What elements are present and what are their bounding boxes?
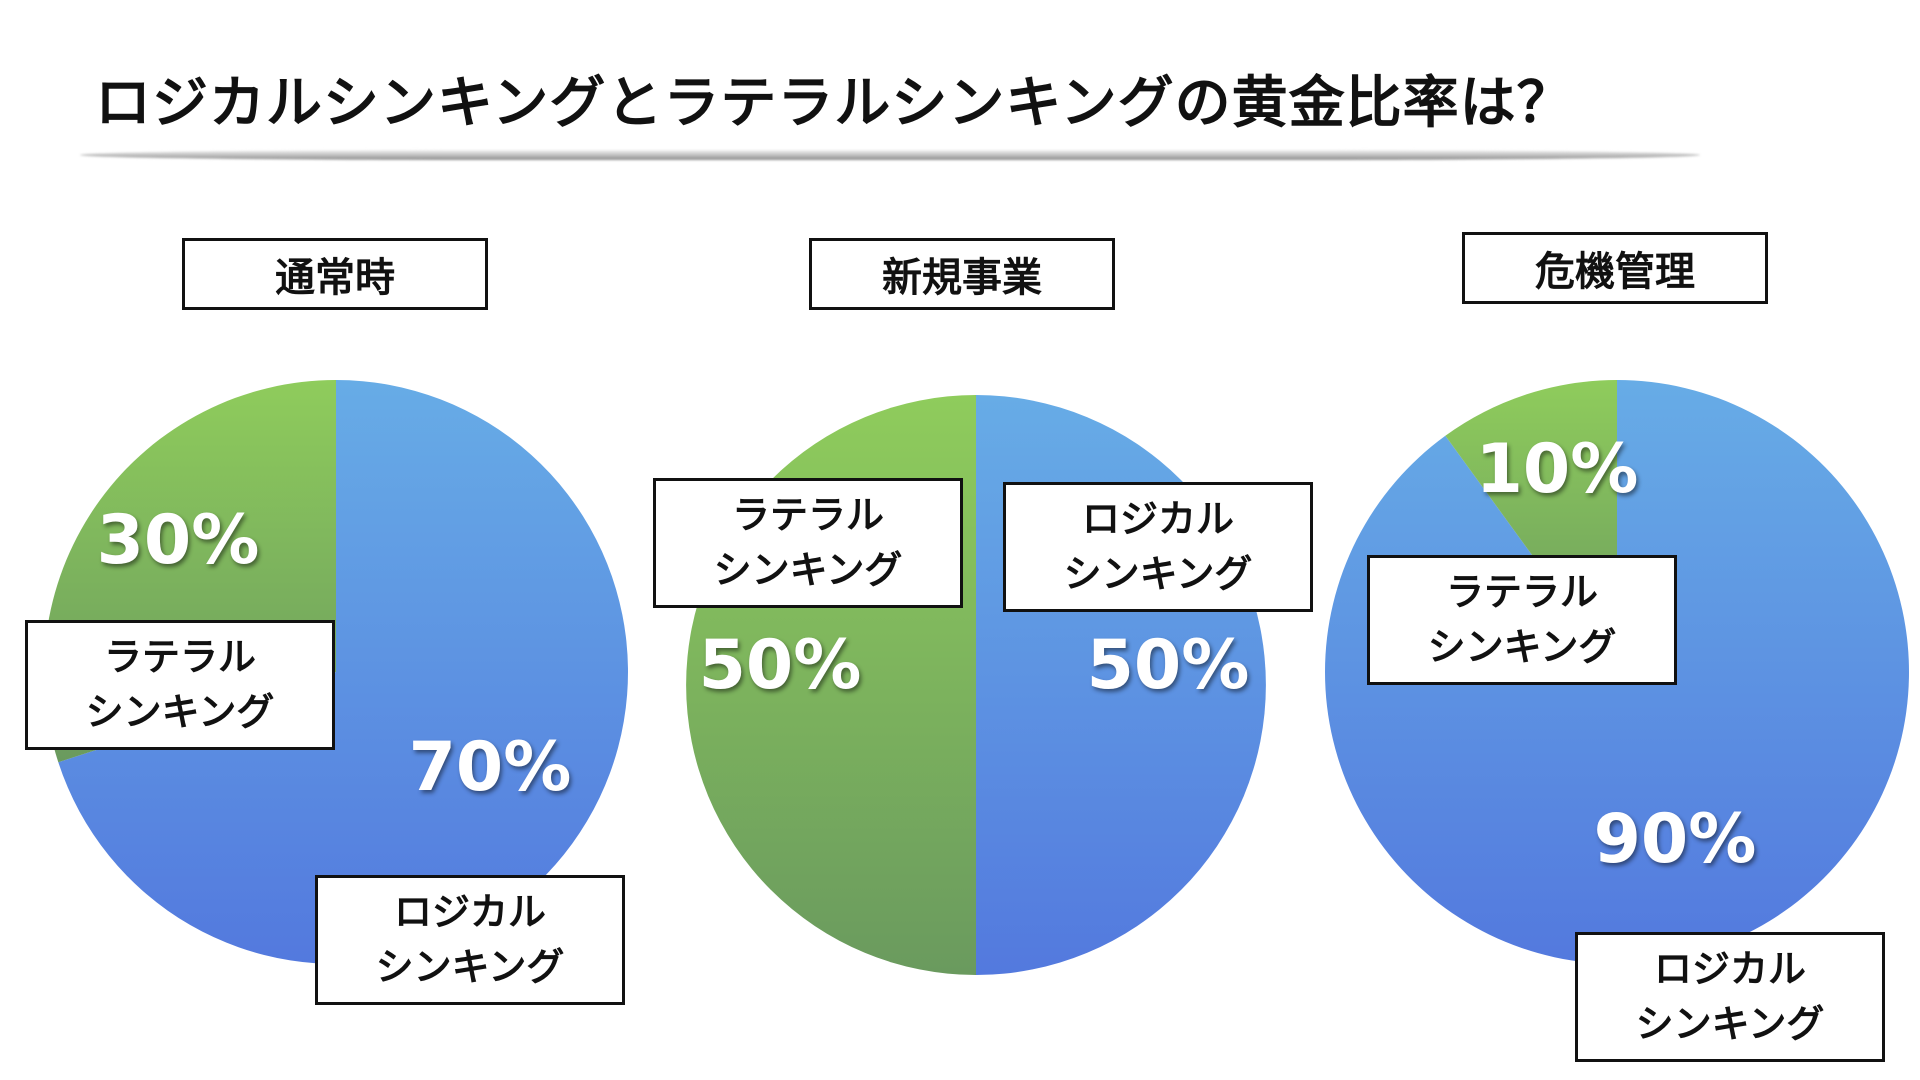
label-logical-line2: シンキング [1635, 1002, 1825, 1046]
label-lateral-line1: ラテラル [731, 492, 884, 537]
pie-slice-logical [58, 380, 629, 964]
label-logical-line1: ロジカル [393, 889, 546, 934]
label-box-lateral-normal: ラテラル シンキング [25, 620, 335, 750]
scenario-title-normal: 通常時 [275, 255, 395, 301]
label-lateral-line2: シンキング [85, 690, 275, 734]
scenario-title-new-business: 新規事業 [882, 255, 1042, 301]
label-lateral-line2: シンキング [713, 548, 903, 592]
label-box-logical-new-business: ロジカル シンキング [1003, 482, 1313, 612]
label-box-logical-normal: ロジカル シンキング [315, 875, 625, 1005]
scenario-title-crisis: 危機管理 [1535, 249, 1695, 295]
label-lateral-line1: ラテラル [1445, 569, 1598, 614]
label-lateral-line1: ラテラル [103, 634, 256, 679]
scenario-box-normal: 通常時 [182, 238, 488, 310]
label-box-lateral-crisis: ラテラル シンキング [1367, 555, 1677, 685]
data-label-logical: 50% [1087, 626, 1250, 705]
scenario-box-new-business: 新規事業 [809, 238, 1115, 310]
scenario-box-crisis: 危機管理 [1462, 232, 1768, 304]
label-box-lateral-new-business: ラテラル シンキング [653, 478, 963, 608]
data-label-logical: 70% [409, 728, 572, 807]
data-label-lateral: 50% [699, 626, 862, 705]
data-label-lateral: 30% [97, 501, 260, 580]
label-box-logical-crisis: ロジカル シンキング [1575, 932, 1885, 1062]
title-underline [80, 150, 1700, 160]
label-logical-line1: ロジカル [1081, 496, 1234, 541]
data-label-lateral: 10% [1476, 430, 1639, 509]
data-label-logical: 90% [1594, 800, 1757, 879]
label-logical-line1: ロジカル [1653, 946, 1806, 991]
label-logical-line2: シンキング [375, 945, 565, 989]
page-title: ロジカルシンキングとラテラルシンキングの黄金比率は？ [95, 71, 1574, 136]
label-logical-line2: シンキング [1063, 552, 1253, 596]
label-lateral-line2: シンキング [1427, 625, 1617, 669]
